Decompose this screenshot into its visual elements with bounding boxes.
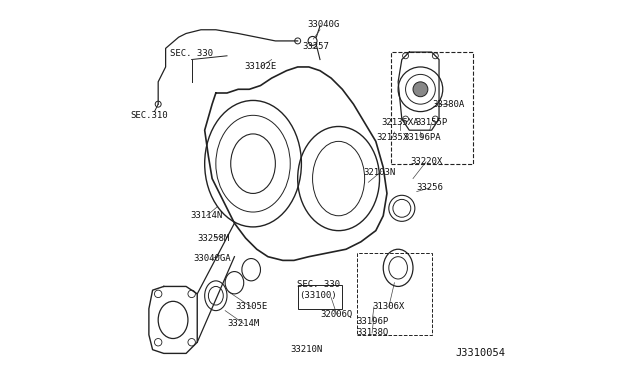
Text: 33220X: 33220X bbox=[410, 157, 442, 166]
Text: 33196PA: 33196PA bbox=[403, 133, 441, 142]
Text: 33138Q: 33138Q bbox=[356, 328, 388, 337]
Text: 33105E: 33105E bbox=[235, 302, 268, 311]
Text: SEC.310: SEC.310 bbox=[130, 111, 168, 120]
Bar bbox=[390, 52, 472, 164]
Text: 32006Q: 32006Q bbox=[321, 310, 353, 319]
Text: 33380A: 33380A bbox=[432, 100, 465, 109]
Text: 32135X: 32135X bbox=[376, 133, 409, 142]
Text: 32103N: 32103N bbox=[364, 169, 396, 177]
Text: SEC. 330: SEC. 330 bbox=[170, 49, 213, 58]
Text: 33256: 33256 bbox=[416, 183, 443, 192]
Text: 33210N: 33210N bbox=[291, 345, 323, 354]
Text: J3310054: J3310054 bbox=[455, 349, 505, 358]
Text: 33214M: 33214M bbox=[228, 319, 260, 328]
Text: SEC. 330
(33100): SEC. 330 (33100) bbox=[297, 280, 340, 300]
Text: 33257: 33257 bbox=[303, 42, 330, 51]
Text: 33155P: 33155P bbox=[415, 118, 448, 127]
Bar bbox=[298, 285, 342, 309]
Text: 32135XA: 32135XA bbox=[381, 118, 419, 127]
Text: 33258M: 33258M bbox=[198, 234, 230, 243]
Text: 33040G: 33040G bbox=[308, 20, 340, 29]
Ellipse shape bbox=[413, 82, 428, 97]
Text: 33114N: 33114N bbox=[191, 211, 223, 220]
Bar bbox=[357, 253, 431, 335]
Text: 31306X: 31306X bbox=[372, 302, 405, 311]
Text: 33196P: 33196P bbox=[356, 317, 388, 326]
Text: 33040GA: 33040GA bbox=[193, 254, 231, 263]
Text: 33102E: 33102E bbox=[244, 62, 276, 71]
